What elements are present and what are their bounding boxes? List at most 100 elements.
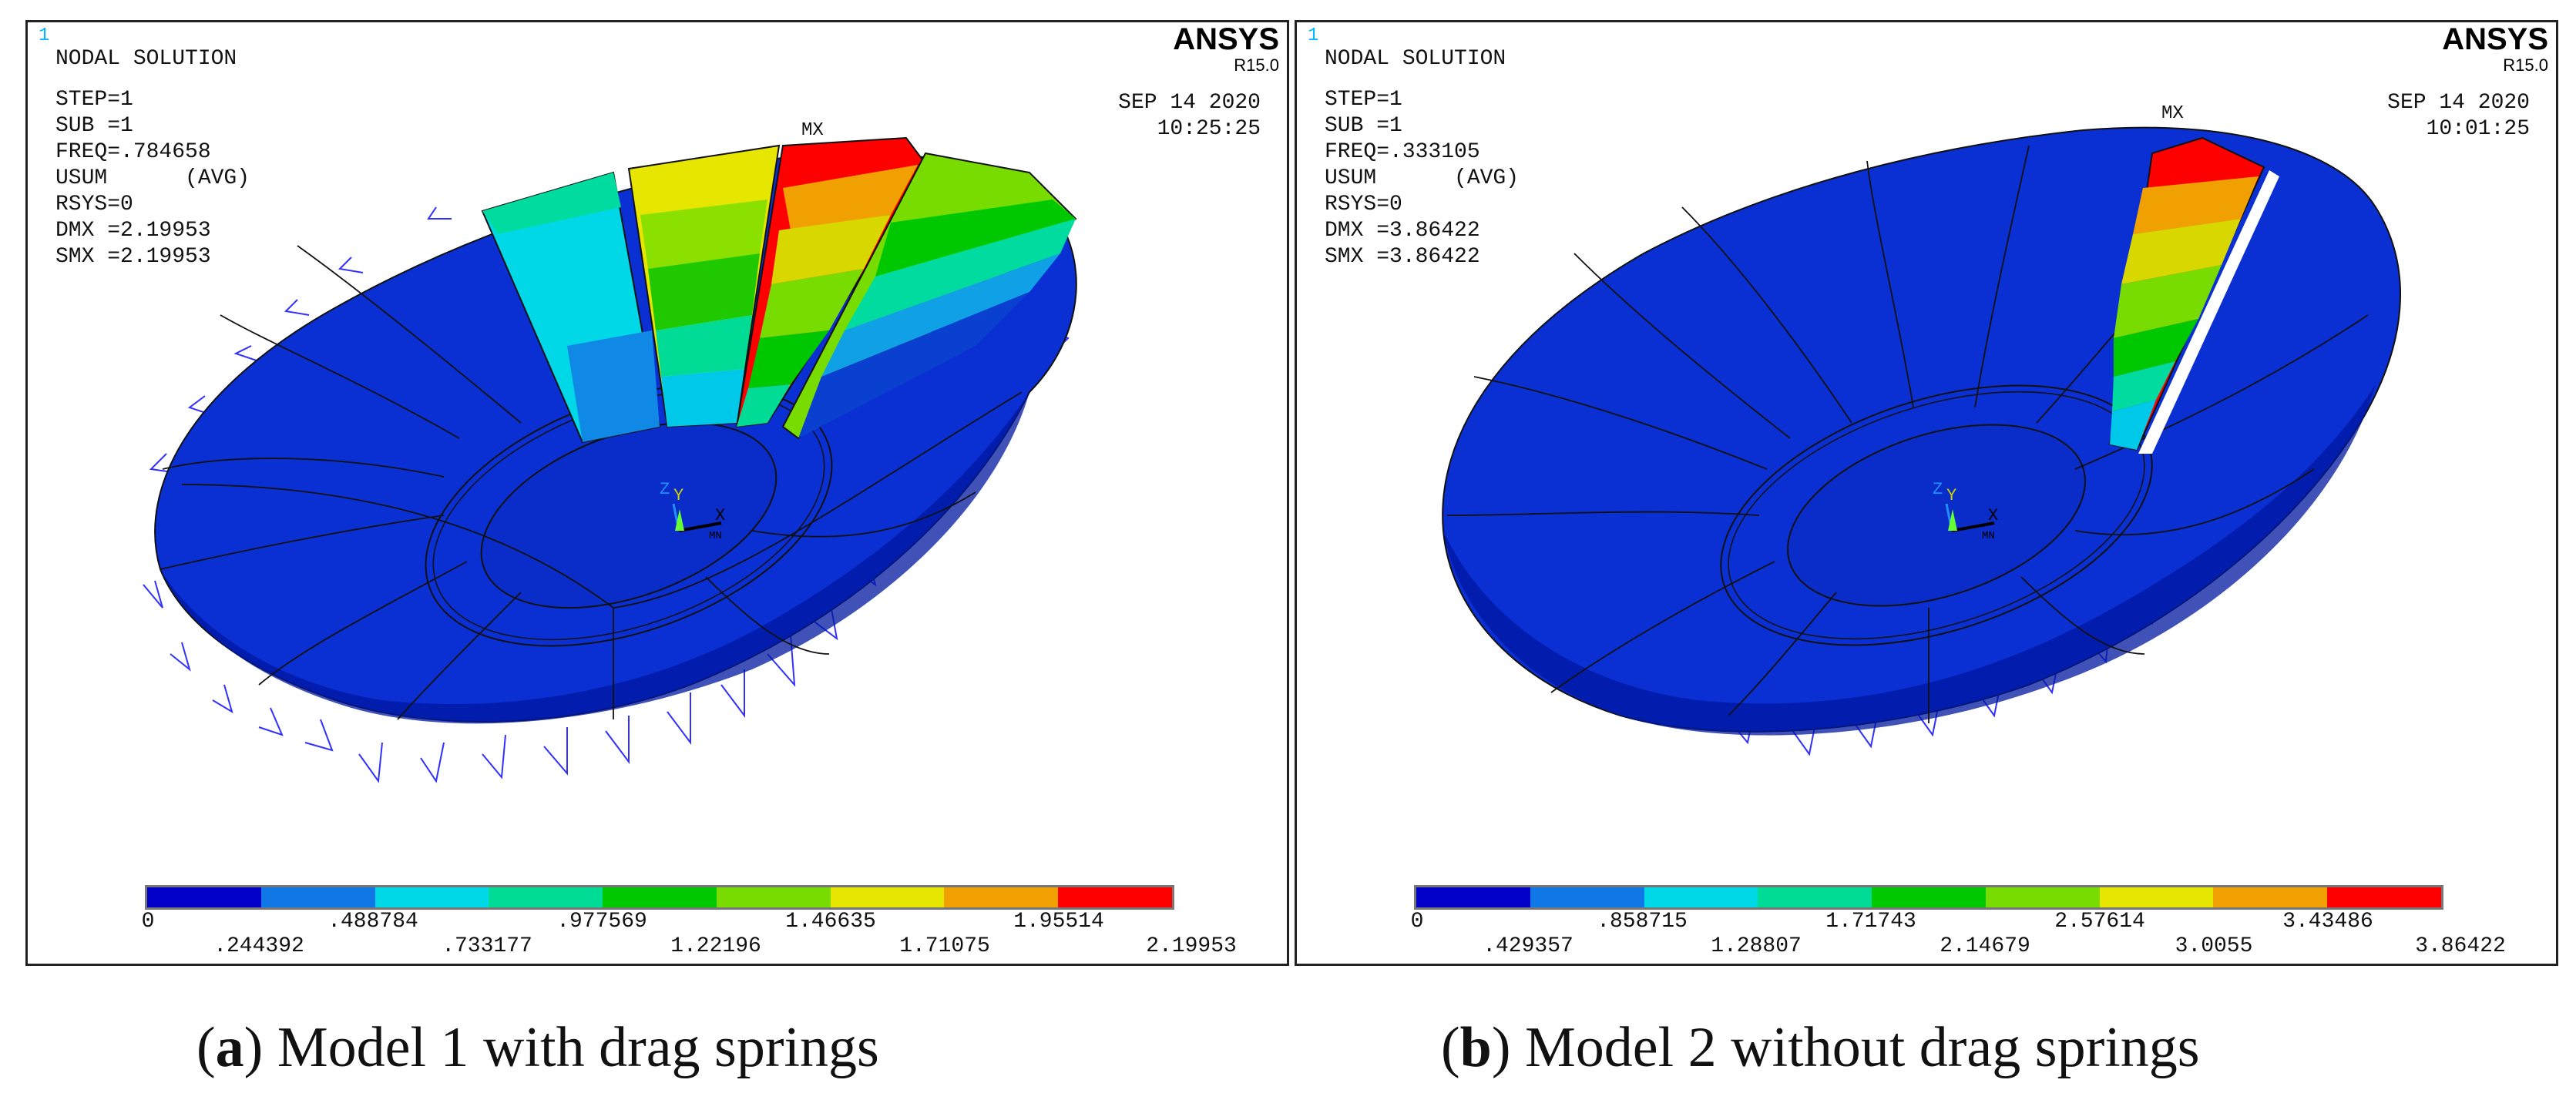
rsys-value: RSYS=0 — [1325, 193, 1402, 216]
legend-tick: 1.22196 — [670, 934, 761, 958]
dmx-value: DMX =3.86422 — [1325, 219, 1480, 243]
step-value: STEP=1 — [55, 88, 133, 112]
time-label: 10:25:25 — [1157, 117, 1261, 141]
legend-tick: 1.46635 — [785, 910, 876, 934]
legend-tick: .977569 — [556, 910, 647, 934]
legend-band — [1530, 887, 1644, 907]
smx-value: SMX =3.86422 — [1325, 245, 1480, 269]
mesh-lines — [160, 245, 1023, 720]
freq-value: FREQ=.784658 — [55, 140, 211, 164]
legend-tick: .733177 — [442, 934, 532, 958]
axis-x-label: X — [1988, 506, 1998, 525]
legend-tick: 3.43486 — [2282, 910, 2373, 934]
legend-tick: .244392 — [213, 934, 304, 958]
axis-y-label: Y — [1946, 486, 1956, 505]
usum-value: USUM (AVG) — [1325, 166, 1520, 190]
dmx-value: DMX =2.19953 — [55, 219, 211, 243]
legend-tick: 3.0055 — [2175, 934, 2253, 958]
caption-letter-a: a — [215, 1016, 244, 1079]
deformed-sector-3 — [735, 136, 931, 428]
dish-ring-inner — [1787, 424, 2086, 607]
caption-letter-b: b — [1459, 1016, 1492, 1079]
legend-band — [1058, 887, 1173, 907]
ansys-panel-b: Z Y X MN MX 1 NODAL SOLUTION STEP=1 SUB =… — [1295, 20, 2558, 966]
window-index: 1 — [1308, 25, 1319, 46]
legend-band — [489, 887, 603, 907]
legend-tick: 1.71743 — [1825, 910, 1916, 934]
contour-plot-b: Z Y X MN MX — [1442, 103, 2401, 756]
legend-tick: .488784 — [327, 910, 418, 934]
legend-tick: 1.95514 — [1013, 910, 1104, 934]
brand-label: ANSYS — [2442, 22, 2548, 56]
contour-plot-a: Z Y X MN MX — [143, 120, 1077, 783]
solution-parameters: STEP=1 SUB =1 FREQ=.784658 USUM (AVG) RSYS=0… — [55, 87, 250, 270]
legend-band — [603, 887, 717, 907]
brand-label: ANSYS — [1173, 22, 1279, 56]
usum-value: USUM (AVG) — [55, 166, 250, 190]
version-label: R15.0 — [1234, 55, 1279, 75]
deformed-sector-1 — [481, 171, 661, 444]
legend-band — [944, 887, 1059, 907]
time-label: 10:01:25 — [2426, 117, 2530, 141]
sub-value: SUB =1 — [55, 114, 133, 138]
legend-tick: 2.19953 — [1146, 934, 1237, 958]
plot-title: NODAL SOLUTION — [1325, 47, 1506, 71]
max-marker-label: MX — [2161, 103, 2184, 124]
axis-x-label: X — [715, 506, 725, 525]
legend-band — [2327, 887, 2442, 907]
legend-band — [716, 887, 831, 907]
axis-z-label: Z — [1933, 480, 1943, 499]
axis-y-label: Y — [673, 486, 683, 505]
legend-band — [1872, 887, 1986, 907]
step-value: STEP=1 — [1325, 88, 1402, 112]
plot-title: NODAL SOLUTION — [55, 47, 237, 71]
axis-mn-label: MN — [1982, 530, 1995, 542]
caption-text-b: Model 2 without drag springs — [1524, 1016, 2200, 1079]
timestamp: SEP 14 2020 10:25:25 — [1118, 90, 1261, 143]
axis-mn-label: MN — [709, 530, 722, 542]
caption-a: (a) Model 1 with drag springs — [196, 1016, 879, 1079]
window-index: 1 — [39, 25, 50, 46]
legend-band — [1416, 887, 1530, 907]
legend-tick: .429357 — [1483, 934, 1573, 958]
axis-triad: Z Y X MN — [1933, 480, 1998, 542]
ansys-logo: ANSYS R15.0 — [2442, 22, 2548, 75]
legend-tick: .858715 — [1597, 910, 1688, 934]
smx-value: SMX =2.19953 — [55, 245, 211, 269]
sub-value: SUB =1 — [1325, 114, 1402, 138]
axis-z-label: Z — [660, 480, 670, 499]
caption-text-a: Model 1 with drag springs — [277, 1016, 879, 1079]
freq-value: FREQ=.333105 — [1325, 140, 1480, 164]
legend-band — [374, 887, 489, 907]
legend-band — [260, 887, 375, 907]
date-label: SEP 14 2020 — [2387, 91, 2530, 115]
deformed-sector — [2108, 136, 2279, 454]
date-label: SEP 14 2020 — [1118, 91, 1261, 115]
color-legend-bar — [145, 885, 1174, 910]
color-legend-bar — [1414, 885, 2443, 910]
legend-band — [1985, 887, 2100, 907]
caption-b: (b) Model 2 without drag springs — [1441, 1016, 2200, 1079]
dish-ring-inner — [480, 421, 778, 609]
legend-band — [1644, 887, 1758, 907]
version-label: R15.0 — [2503, 55, 2548, 75]
legend-tick: 1.28807 — [1711, 934, 1802, 958]
max-marker-label: MX — [801, 120, 824, 141]
legend-band — [1758, 887, 1872, 907]
legend-band — [2213, 887, 2328, 907]
legend-tick: 0 — [1410, 910, 1424, 934]
legend-tick: 3.86422 — [2415, 934, 2506, 958]
legend-tick: 2.57614 — [2054, 910, 2145, 934]
legend-tick: 0 — [141, 910, 155, 934]
ansys-logo: ANSYS R15.0 — [1173, 22, 1279, 75]
rsys-value: RSYS=0 — [55, 193, 133, 216]
axis-triad: Z Y X MN — [660, 480, 725, 542]
legend-band — [147, 887, 261, 907]
legend-band — [2099, 887, 2214, 907]
deformed-sector-4 — [781, 152, 1077, 440]
solution-parameters: STEP=1 SUB =1 FREQ=.333105 USUM (AVG) RSYS=0… — [1325, 87, 1519, 270]
legend-tick: 1.71075 — [899, 934, 990, 958]
ansys-panel-a: Z Y X MN MX 1 NODAL SOLUTION STEP=1 SUB =… — [25, 20, 1289, 966]
legend-band — [830, 887, 945, 907]
timestamp: SEP 14 2020 10:01:25 — [2387, 90, 2530, 143]
